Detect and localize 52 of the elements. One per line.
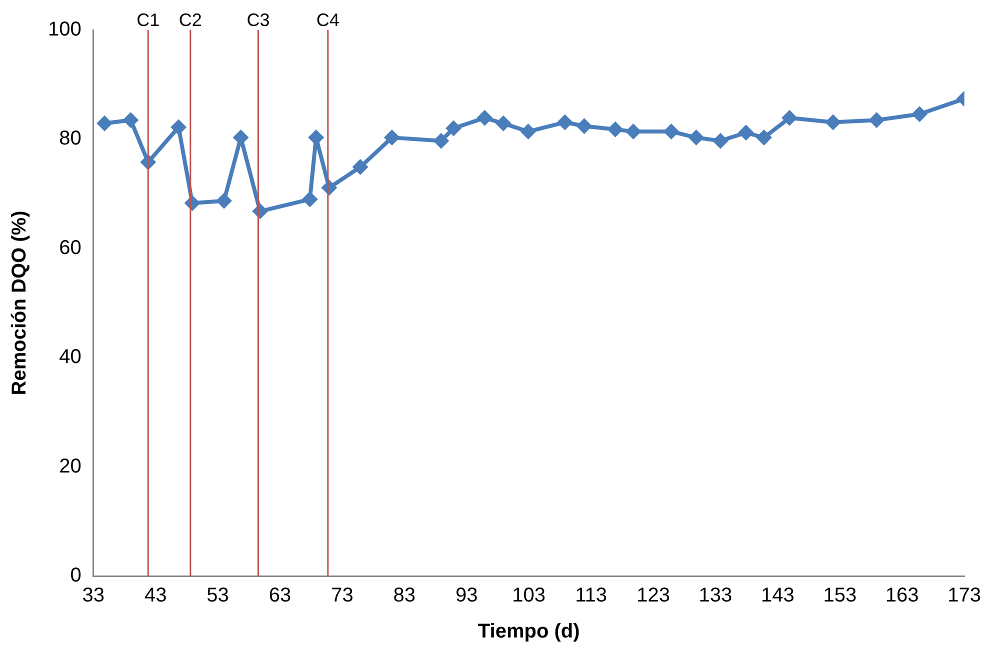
y-axis-title: Remoción DQO (%) [8,210,31,396]
x-tick-label: 43 [144,584,167,607]
point [868,112,885,128]
y-tick-label: 40 [59,346,82,368]
y-tick-label: 100 [48,18,82,41]
x-tick-label: 113 [575,584,607,607]
x-tick-label: 53 [206,584,229,607]
x-tick-label: 173 [948,584,982,607]
point [825,114,842,130]
x-tick-label: 123 [636,584,670,607]
x-tick-label: 133 [698,584,732,607]
point [96,115,113,132]
ref-line-label: C1 [136,10,160,30]
ref-line-label: C4 [316,10,340,30]
point [433,132,450,149]
point [476,110,493,126]
point [738,124,754,141]
x-axis-title: Tiempo (d) [478,620,580,643]
point [712,132,728,149]
point [384,130,400,146]
x-tick-label: 163 [885,584,919,607]
point [912,106,928,122]
x-tick-label: 93 [456,584,478,607]
point [607,121,624,138]
x-tick-label: 33 [82,584,104,607]
x-tick-label: 153 [823,584,857,607]
x-tick-label: 63 [268,584,292,607]
point [576,118,592,134]
y-tick-label: 80 [59,128,82,150]
x-tick-label: 143 [760,584,794,607]
ref-line-label: C3 [246,10,270,30]
point [302,191,318,208]
point [663,124,680,140]
x-tick-label: 103 [512,584,546,607]
point [520,124,536,140]
point [170,119,187,136]
point [495,115,512,132]
y-tick-label: 20 [59,455,82,478]
point [122,112,139,128]
point [782,110,798,126]
point [556,114,573,130]
ref-line-label: C2 [178,10,202,30]
y-tick-label: 0 [70,564,82,587]
point [446,120,462,136]
point [756,130,772,146]
point [688,130,704,146]
point [216,192,232,209]
point [352,159,368,176]
y-tick-label: 60 [59,236,82,259]
point [625,124,642,140]
x-tick-label: 73 [331,584,354,607]
x-tick-label: 83 [393,584,416,607]
